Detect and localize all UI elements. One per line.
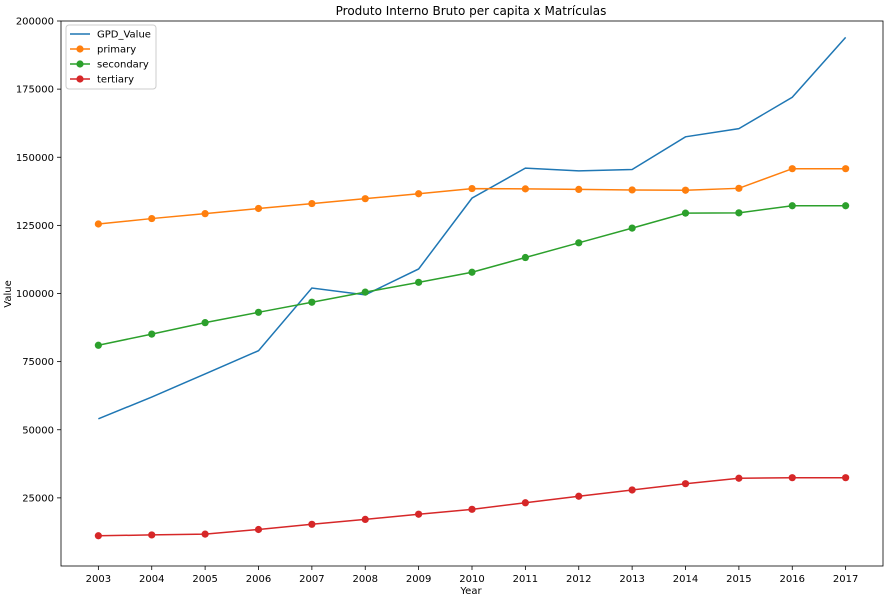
data-point (94, 220, 102, 228)
data-point (201, 530, 209, 538)
data-point (361, 288, 369, 296)
data-point (308, 520, 316, 528)
y-tick-label: 75000 (22, 357, 54, 368)
data-point (575, 239, 583, 247)
x-tick-label: 2009 (406, 574, 431, 585)
data-point (788, 202, 796, 210)
x-tick-label: 2015 (726, 574, 751, 585)
data-point (415, 278, 423, 286)
data-point (254, 525, 263, 534)
data-point (415, 190, 423, 198)
data-point (201, 210, 209, 218)
data-point (788, 165, 796, 173)
data-point (148, 214, 156, 223)
x-tick-label: 2017 (833, 574, 858, 585)
legend-label: GPD_Value (97, 30, 151, 41)
x-tick-label: 2012 (566, 574, 591, 585)
data-point (628, 224, 636, 232)
data-point (361, 195, 369, 203)
data-point (361, 515, 369, 524)
data-point (468, 268, 476, 276)
series-line (98, 167, 846, 225)
legend-item: GPD_Value (70, 30, 151, 41)
y-tick-label: 125000 (16, 221, 54, 232)
series-tertiary (94, 474, 850, 540)
x-axis: 2003 2004 2005 2006 2007 2008 2009 2010 2011 2012… (86, 566, 858, 585)
x-tick-label: 2006 (246, 574, 271, 585)
data-point (521, 499, 529, 507)
x-tick-label: 2003 (86, 574, 111, 585)
data-point (842, 202, 850, 210)
legend-item: tertiary (70, 75, 134, 86)
data-point (521, 185, 529, 193)
data-point (148, 330, 156, 338)
legend-item: secondary (70, 60, 149, 71)
data-point (788, 474, 796, 482)
y-axis: 25000 50000 75000 100000 125000 150000 175000 2… (16, 17, 61, 504)
data-point (735, 209, 743, 217)
data-point (735, 474, 743, 482)
x-tick-label: 2005 (192, 574, 217, 585)
legend-label: primary (97, 45, 136, 56)
data-point (415, 510, 423, 518)
x-tick-label: 2008 (353, 574, 378, 585)
data-point (148, 531, 156, 539)
x-tick-label: 2007 (299, 574, 324, 585)
data-point (681, 186, 690, 194)
data-point (681, 480, 690, 488)
legend-label: secondary (97, 60, 149, 71)
series-secondary (94, 202, 850, 349)
series-gpd-value (98, 36, 847, 420)
x-tick-label: 2013 (619, 574, 644, 585)
plot-area (60, 20, 884, 567)
data-point (254, 308, 263, 316)
data-point (575, 492, 583, 500)
data-point (842, 474, 850, 482)
data-point (842, 165, 850, 173)
data-point (308, 298, 316, 306)
y-tick-label: 200000 (16, 17, 54, 28)
data-point (735, 184, 743, 192)
x-tick-label: 2016 (780, 574, 805, 585)
data-point (201, 319, 209, 327)
data-point (94, 341, 102, 349)
y-axis-label: Value (3, 280, 14, 307)
legend-marker (76, 75, 84, 83)
legend-box (65, 24, 157, 90)
data-point (681, 209, 690, 217)
y-tick-label: 50000 (22, 425, 54, 436)
legend-marker (76, 45, 84, 53)
x-tick-label: 2014 (673, 574, 698, 585)
data-point (628, 486, 636, 494)
y-tick-label: 100000 (16, 289, 54, 300)
y-tick-label: 150000 (16, 153, 54, 164)
legend-item: primary (70, 45, 136, 56)
plot-frame (60, 20, 884, 567)
x-tick-label: 2011 (513, 574, 538, 585)
y-tick-label: 25000 (22, 493, 54, 504)
legend-marker (76, 60, 84, 68)
data-point (94, 532, 102, 540)
series-group (94, 36, 850, 540)
data-point (308, 199, 316, 208)
y-tick-label: 175000 (16, 85, 54, 96)
series-line (98, 36, 847, 420)
chart-title: Produto Interno Bruto per capita x Matrí… (336, 4, 607, 18)
series-primary (94, 165, 850, 228)
x-axis-label: Year (459, 586, 482, 597)
legend-label: tertiary (97, 75, 134, 86)
x-tick-label: 2010 (459, 574, 484, 585)
data-point (468, 505, 476, 513)
data-point (254, 204, 263, 213)
data-point (521, 253, 529, 262)
x-tick-label: 2004 (139, 574, 164, 585)
data-point (468, 184, 476, 193)
data-point (628, 186, 636, 194)
data-point (575, 185, 583, 194)
